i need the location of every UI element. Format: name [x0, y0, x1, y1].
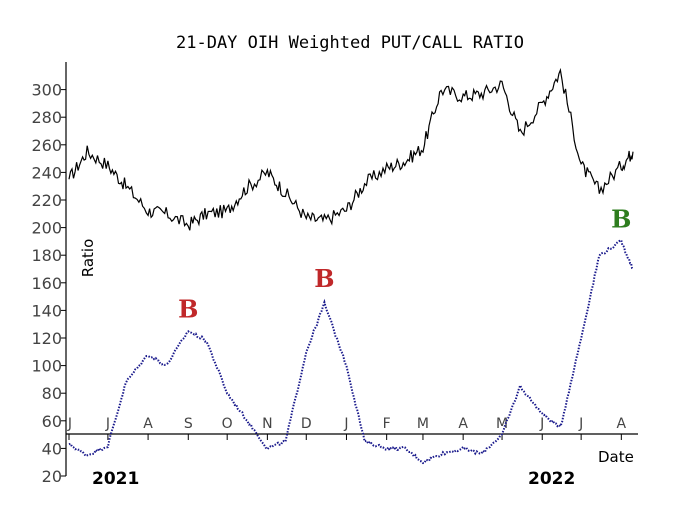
x-tick-label: J	[67, 416, 72, 432]
x-tick-label: D	[301, 416, 312, 432]
y-tick-label: 140	[31, 301, 62, 320]
x-tick-label: J	[578, 416, 583, 432]
x-tick-label: N	[262, 416, 272, 432]
y-tick-label: 60	[42, 412, 62, 431]
x-tick-label: M	[417, 416, 429, 432]
series-0-line	[68, 67, 634, 231]
y-axis-label: Ratio	[79, 239, 97, 278]
year-label-2022: 2022	[528, 469, 575, 489]
y-tick-label: 200	[31, 219, 62, 238]
x-axis-label: Date	[598, 448, 634, 466]
y-tick-label: 40	[42, 439, 62, 458]
y-tick-label: 20	[42, 467, 62, 486]
x-tick-label: A	[458, 416, 468, 432]
signals: B B B	[178, 205, 631, 324]
x-tick-label: M	[496, 416, 508, 432]
y-tick-label: 260	[31, 136, 62, 155]
series-1-line	[68, 238, 634, 465]
x-tick-label: J	[105, 416, 110, 432]
y-tick-label: 280	[31, 108, 62, 127]
y-ticks: 20 40 60 80 100 120 140 160 180 200 220 240 260 280 30…	[31, 81, 66, 486]
x-tick-label: A	[143, 416, 153, 432]
x-tick-label: J	[539, 416, 544, 432]
x-tick-label: J	[343, 416, 348, 432]
y-tick-label: 240	[31, 163, 62, 182]
y-tick-label: 300	[31, 81, 62, 100]
y-tick-label: 80	[42, 384, 62, 403]
x-tick-label: O	[222, 416, 233, 432]
y-tick-label: 120	[31, 329, 62, 348]
buy-signal-label: B	[611, 205, 631, 234]
y-tick-label: 220	[31, 191, 62, 210]
y-tick-label: 100	[31, 357, 62, 376]
buy-signal-label: B	[314, 264, 334, 293]
y-tick-label: 160	[31, 274, 62, 293]
year-label-2021: 2021	[92, 469, 139, 489]
x-tick-label: S	[184, 416, 193, 432]
x-tick-label: F	[383, 416, 391, 432]
chart-title: 21-DAY OIH Weighted PUT/CALL RATIO	[176, 33, 524, 53]
x-tick-label: A	[617, 416, 627, 432]
y-tick-label: 180	[31, 246, 62, 265]
buy-signal-label: B	[178, 294, 198, 323]
